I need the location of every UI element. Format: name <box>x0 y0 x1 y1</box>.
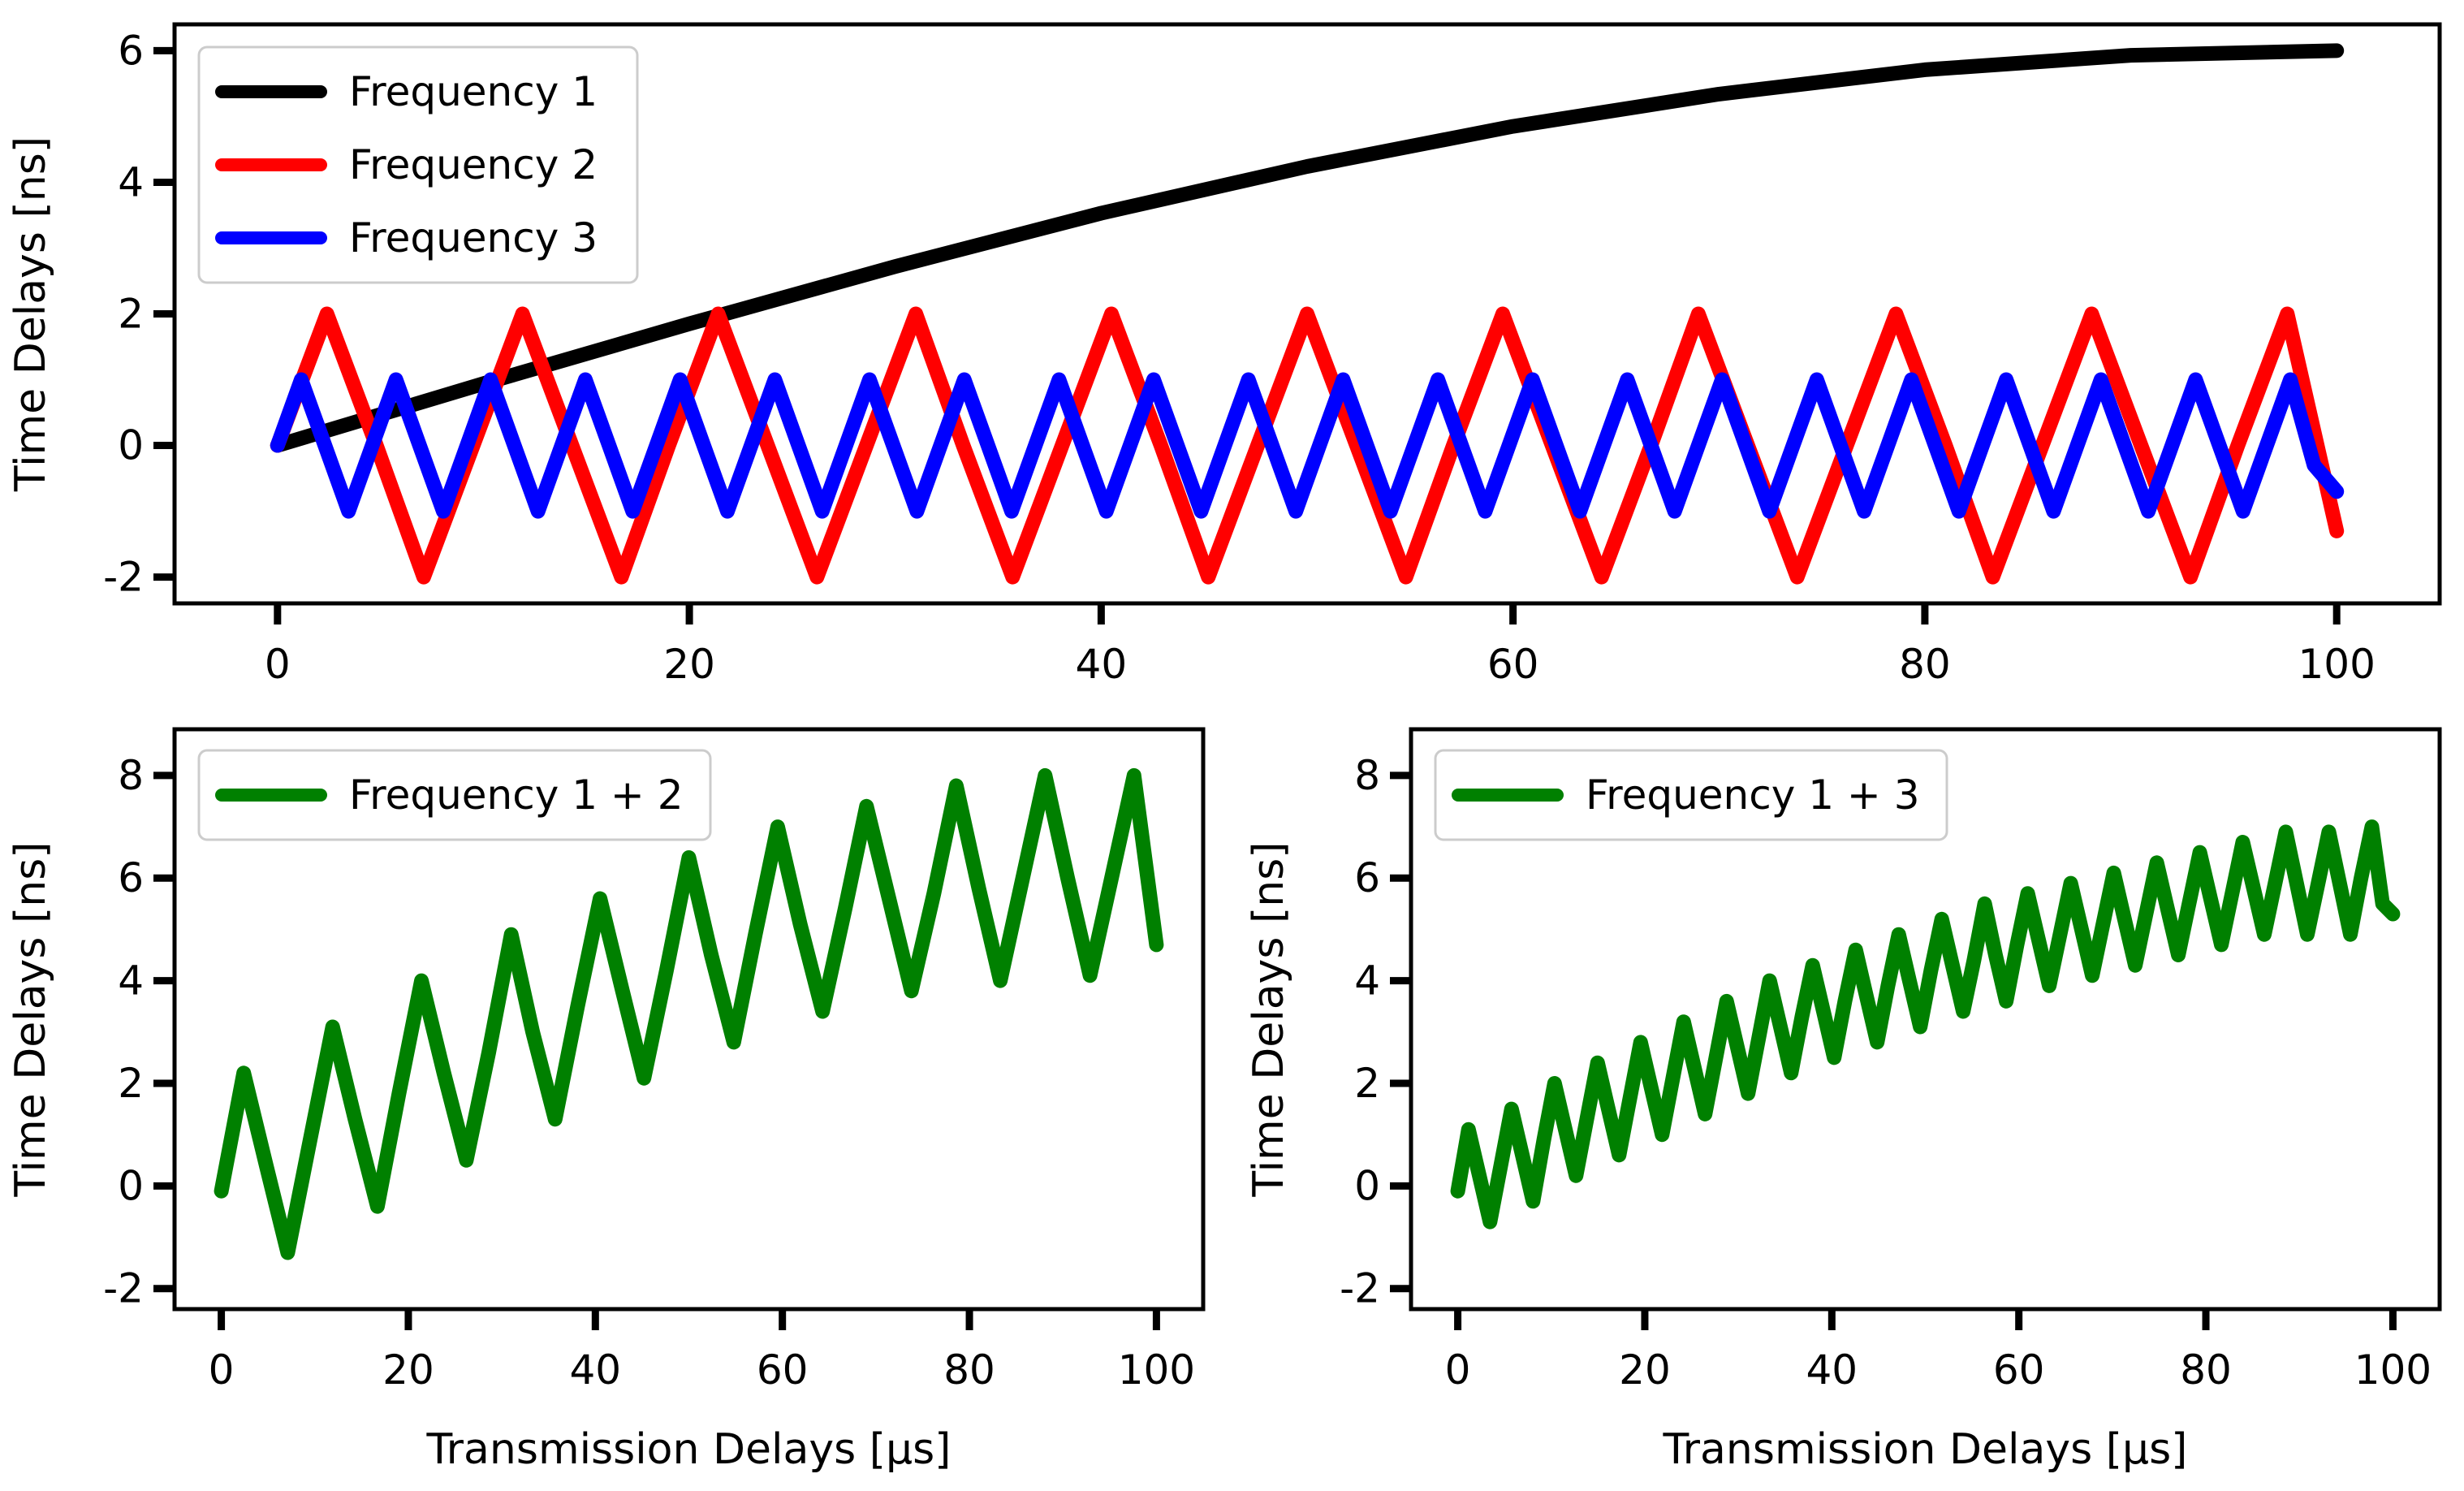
x-tick-label: 100 <box>2354 1346 2432 1394</box>
series-line-1 <box>1450 819 2401 1230</box>
y-tick-label: 6 <box>118 27 144 74</box>
legend-label: Frequency 1 + 3 <box>1586 771 1920 819</box>
y-tick-label: 4 <box>1354 957 1380 1005</box>
x-axis-label: Transmission Delays [µs] <box>1663 1425 2188 1474</box>
x-tick-label: 80 <box>2180 1346 2232 1394</box>
series-line-2 <box>270 306 2345 585</box>
y-tick-label: 0 <box>118 1162 144 1209</box>
x-tick-label: 0 <box>209 1346 235 1394</box>
legend-label: Frequency 1 + 2 <box>349 771 684 819</box>
y-axis-label: Time Delays [ns] <box>6 841 55 1197</box>
legend-label: Frequency 3 <box>349 214 598 261</box>
series-line-1 <box>270 43 2345 453</box>
y-tick-label: 2 <box>118 1060 144 1107</box>
y-tick-label: 4 <box>118 158 144 205</box>
legend: Frequency 1 + 3 <box>1434 749 1948 841</box>
x-tick-label: 80 <box>943 1346 995 1394</box>
y-tick-label: -2 <box>103 554 144 601</box>
legend-label: Frequency 1 <box>349 68 598 115</box>
y-tick-label: 6 <box>118 854 144 901</box>
y-tick-label: 6 <box>1354 854 1380 901</box>
x-tick-label: 80 <box>1899 641 1951 688</box>
series-line-1 <box>214 767 1164 1260</box>
x-tick-label: 60 <box>757 1346 809 1394</box>
y-tick-label: -2 <box>1340 1265 1380 1312</box>
y-tick-label: 0 <box>118 422 144 469</box>
legend-box <box>197 45 639 284</box>
y-axis-label: Time Delays [ns] <box>1245 841 1293 1197</box>
chart-panel-2: 0 20 40 60 80 100 -2 0 2 4 6 8 Time Delays [ns] Trans… <box>6 727 1206 1474</box>
y-tick-label: 8 <box>1354 752 1380 799</box>
legend-box <box>197 749 712 841</box>
y-axis-label: Time Delays [ns] <box>6 136 55 492</box>
plot-frame <box>1409 727 2442 1312</box>
x-tick-label: 20 <box>1619 1346 1671 1394</box>
x-tick-label: 20 <box>663 641 715 688</box>
y-tick-label: 4 <box>118 957 144 1005</box>
x-tick-label: 0 <box>1445 1346 1471 1394</box>
y-tick-label: 2 <box>1354 1060 1380 1107</box>
x-tick-label: 60 <box>1993 1346 2045 1394</box>
x-axis-label: Transmission Delays [µs] <box>426 1425 952 1474</box>
x-tick-label: 20 <box>382 1346 434 1394</box>
y-tick-label: 8 <box>118 752 144 799</box>
chart-panel-1: 0 20 40 60 80 100 -2 0 2 4 6 Time Delays [ns] Freque… <box>6 22 2442 688</box>
x-tick-label: 60 <box>1487 641 1539 688</box>
x-tick-label: 100 <box>1118 1346 1195 1394</box>
x-tick-label: 40 <box>1076 641 1128 688</box>
legend-box <box>1434 749 1948 841</box>
x-tick-label: 100 <box>2298 641 2375 688</box>
y-tick-label: -2 <box>103 1265 144 1312</box>
legend: Frequency 1 Frequency 2 Frequency 3 <box>197 45 639 284</box>
y-tick-label: 2 <box>118 291 144 338</box>
legend-label: Frequency 2 <box>349 141 598 188</box>
chart-panel-3: 0 20 40 60 80 100 -2 0 2 4 6 8 Time Delays [ns] Trans… <box>1245 727 2442 1474</box>
legend: Frequency 1 + 2 <box>197 749 712 841</box>
series-line-3 <box>270 372 2345 519</box>
plot-frame <box>172 727 1206 1312</box>
x-tick-label: 40 <box>1806 1346 1858 1394</box>
x-tick-label: 40 <box>570 1346 622 1394</box>
y-tick-label: 0 <box>1354 1162 1380 1209</box>
x-tick-label: 0 <box>265 641 291 688</box>
